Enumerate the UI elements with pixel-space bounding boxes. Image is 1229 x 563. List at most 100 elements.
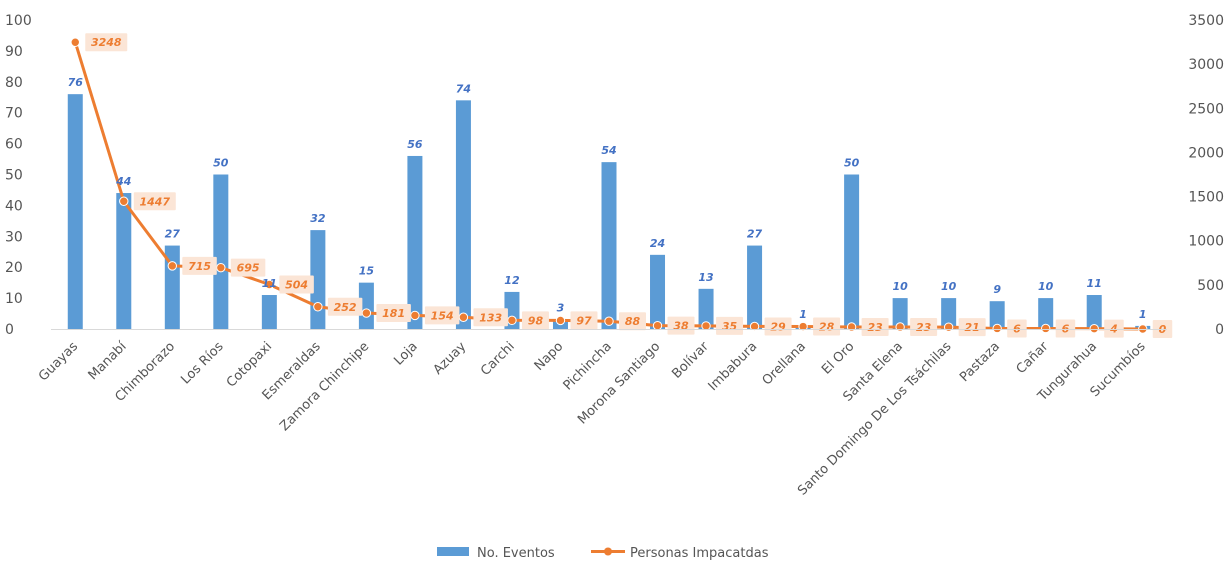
bar-value-label: 10 (941, 280, 957, 293)
line-value-label: 181 (382, 307, 405, 320)
left-axis-tick-label: 10 (5, 291, 23, 307)
bar-data-labels: 76 44 27 50 11 32 15 56 74 12 3 54 24 13 27 1 50 10 10 9 10 1… (68, 76, 1147, 321)
category-label: Los Ríos (178, 339, 226, 387)
category-label: Cañar (1014, 339, 1052, 377)
line-value-label: 3248 (91, 36, 122, 49)
category-label: Carchi (478, 339, 518, 379)
right-axis-tick-label: 500 (1197, 278, 1224, 294)
right-axis-tick-label: 1000 (1188, 234, 1224, 250)
left-axis-tick-label: 80 (5, 75, 23, 91)
line-point (1040, 323, 1051, 334)
line-value-label: 21 (964, 321, 979, 334)
line-label-box (279, 275, 314, 294)
bar-value-label: 44 (115, 175, 131, 188)
category-label: Guayas (36, 339, 81, 384)
line-value-label: 97 (576, 314, 592, 327)
line-label-box (910, 317, 938, 336)
right-axis-tick-label: 2500 (1188, 101, 1224, 117)
line-label-box (473, 308, 508, 327)
line-label-box (1104, 319, 1124, 338)
line-label-box (958, 318, 986, 337)
line-value-label: 133 (479, 311, 502, 324)
left-axis-tick-label: 20 (5, 260, 23, 276)
line-point (361, 308, 372, 318)
legend-label-eventos: No. Eventos (477, 546, 555, 561)
line-value-label: 23 (867, 321, 883, 334)
line-label-box (570, 311, 598, 330)
line-value-label: 154 (431, 309, 454, 322)
left-axis-tick-label: 60 (5, 137, 23, 153)
line-point (992, 323, 1002, 334)
line-point (507, 315, 517, 326)
line-label-box (376, 304, 411, 323)
line-value-label: 6 (1062, 322, 1070, 335)
line-point (119, 196, 129, 206)
bar-value-label: 74 (456, 82, 471, 95)
line-value-label: 28 (819, 321, 835, 334)
left-axis-tick-label: 100 (5, 13, 32, 29)
left-axis-tick-label: 90 (5, 44, 23, 60)
left-axis-tick-label: 70 (5, 106, 23, 122)
bar-value-label: 1 (799, 308, 807, 321)
category-label: Imbabura (706, 339, 761, 394)
left-axis-tick-label: 50 (5, 168, 23, 184)
bar (941, 298, 957, 329)
bar-value-label: 11 (262, 277, 277, 290)
bar-value-label: 11 (1087, 277, 1102, 290)
bar-value-label: 27 (165, 228, 181, 241)
line-label-box (764, 317, 792, 336)
line-value-label: 6 (1013, 322, 1021, 335)
bar (261, 295, 277, 329)
bar-value-label: 50 (844, 157, 860, 170)
line-value-label: 1447 (139, 195, 170, 208)
category-label: Pastaza (957, 339, 1003, 385)
line-label-box (133, 192, 176, 211)
legend-label-personas: Personas Impacatdas (630, 546, 769, 561)
line-value-label: 98 (528, 314, 544, 327)
bar (213, 174, 229, 329)
line-point (798, 321, 808, 332)
bar-value-label: 12 (504, 274, 520, 287)
legend: No. Eventos Personas Impacatdas (437, 546, 769, 561)
bar (650, 254, 666, 329)
bar (455, 100, 471, 329)
category-label: Zamora Chinchipe (277, 339, 372, 434)
left-axis-tick-label: 0 (5, 322, 14, 338)
bar-value-label: 15 (359, 265, 375, 278)
line-point (216, 262, 226, 273)
bar-value-label: 10 (892, 280, 908, 293)
line-label-box (1007, 319, 1027, 338)
line-label-box (521, 311, 549, 330)
line-point (410, 310, 420, 321)
line-value-label: 88 (625, 315, 641, 328)
line-point (701, 321, 711, 331)
line-point (652, 320, 663, 331)
left-y-axis: 0 10 20 30 40 50 60 70 80 90 100 (5, 13, 32, 338)
line-point (458, 312, 469, 322)
line-label-box (667, 316, 695, 335)
bar (407, 155, 423, 329)
line-label-box (327, 297, 363, 316)
line-value-label: 35 (722, 320, 738, 333)
line-point (555, 315, 566, 326)
category-label: Cotopaxi (224, 339, 275, 390)
bar-value-label: 9 (993, 283, 1001, 296)
bar (1038, 298, 1054, 329)
left-axis-tick-label: 30 (5, 229, 23, 245)
bar-value-label: 54 (601, 144, 616, 157)
bar (116, 193, 132, 329)
category-label: El Oro (819, 339, 857, 377)
line-value-label: 23 (916, 321, 932, 334)
line-point (313, 302, 323, 312)
line-value-label: 29 (770, 320, 786, 333)
line-value-label: 252 (334, 301, 357, 314)
bar (67, 94, 83, 329)
left-axis-tick-label: 40 (5, 198, 23, 214)
line-value-label: 504 (285, 279, 308, 292)
bar-value-label: 50 (213, 157, 229, 170)
line-point (943, 322, 954, 332)
bar (358, 282, 374, 329)
